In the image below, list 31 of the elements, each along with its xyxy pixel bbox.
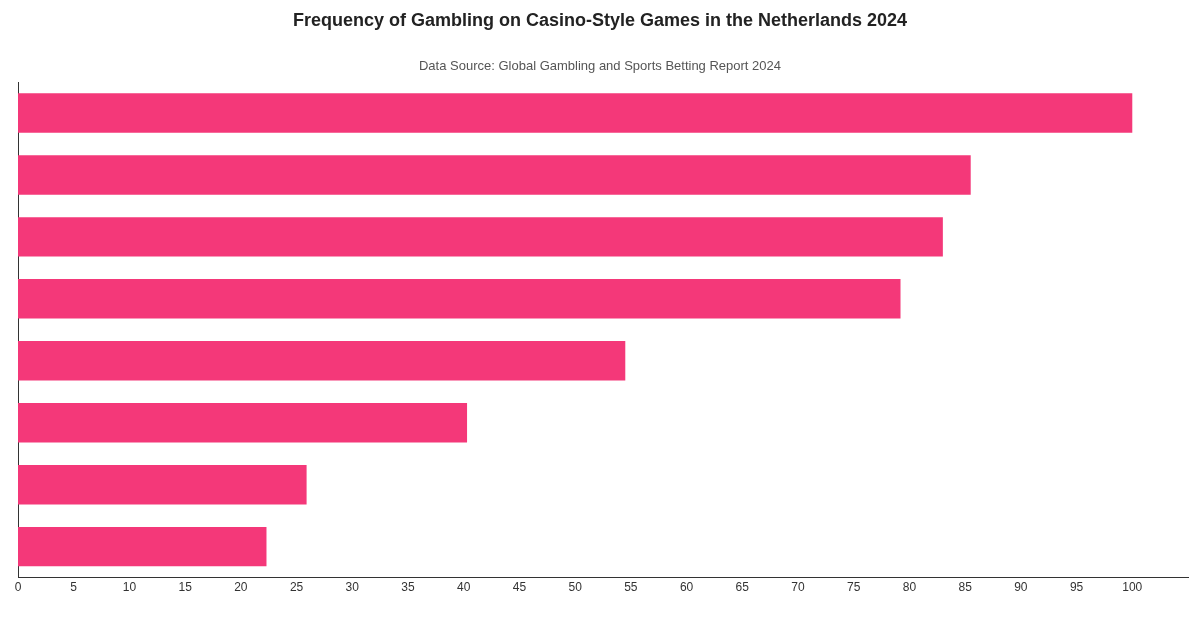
x-tick-label: 55 — [624, 580, 638, 595]
x-tick-label: 50 — [568, 580, 583, 595]
x-tick-label: 100 — [1122, 580, 1143, 595]
x-tick-label: 45 — [512, 580, 527, 595]
x-tick-label: 30 — [345, 580, 360, 595]
x-tick-label: 40 — [457, 580, 471, 595]
x-tick-label: 80 — [902, 580, 917, 595]
x-tick-label: 5 — [70, 580, 78, 595]
chart-title: Frequency of Gambling on Casino-Style Games in the Netherlands 2024 — [291, 9, 909, 32]
bar — [18, 93, 1133, 133]
x-tick-label: 20 — [234, 580, 248, 595]
bar — [18, 279, 901, 319]
chart-subtitle: Data Source: Global Gambling and Sports Betting Report 2024 — [417, 58, 782, 73]
x-tick-label: 90 — [1014, 580, 1028, 595]
bar — [18, 402, 468, 443]
x-tick-label: 15 — [178, 580, 193, 595]
x-tick-label: 60 — [679, 580, 694, 595]
bar — [18, 526, 267, 567]
x-tick-label: 95 — [1069, 580, 1084, 595]
x-tick-label: 10 — [122, 580, 137, 595]
x-tick-label: 25 — [289, 580, 304, 595]
x-tick-label: 75 — [847, 580, 861, 595]
x-tick-label: 70 — [791, 580, 805, 595]
x-tick-label: 65 — [735, 580, 750, 595]
bar — [18, 341, 626, 381]
bar — [18, 155, 971, 195]
bar — [18, 217, 943, 257]
bar — [18, 464, 307, 505]
x-tick-label: 0 — [14, 580, 22, 595]
x-tick-label: 85 — [958, 580, 973, 595]
x-tick-label: 35 — [401, 580, 415, 595]
